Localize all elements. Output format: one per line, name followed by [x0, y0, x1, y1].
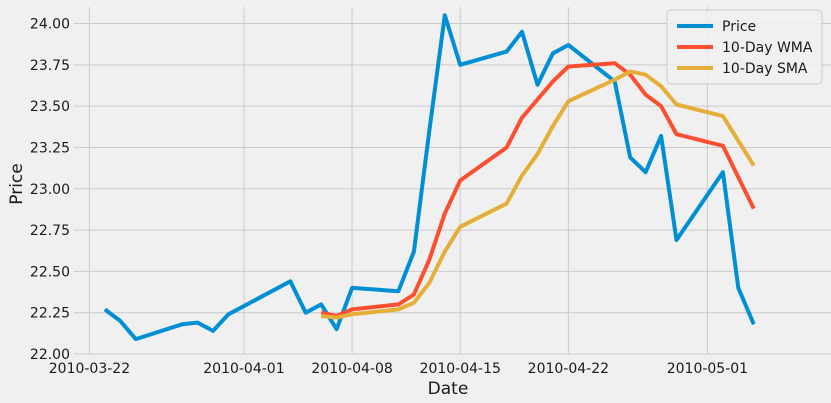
- legend-label-sma: 10-Day SMA: [722, 61, 808, 77]
- grid: [74, 7, 831, 355]
- y-axis-label: Price: [7, 163, 27, 204]
- series-lines: [103, 13, 756, 342]
- y-tick-label: 22.00: [30, 347, 70, 363]
- y-tick-label: 23.25: [30, 140, 70, 156]
- tick-labels: 22.00 22.25 22.50 22.75 23.00 23.25 23.50 23.75…: [30, 17, 748, 377]
- y-tick-label: 22.25: [30, 306, 70, 322]
- y-tick-label: 23.50: [30, 99, 70, 115]
- x-axis-label: Date: [428, 379, 469, 399]
- legend-label-wma: 10-Day WMA: [722, 40, 813, 56]
- x-tick-label: 2010-04-15: [420, 361, 501, 377]
- legend-box: [666, 9, 823, 85]
- y-tick-label: 23.75: [30, 58, 70, 74]
- legend: Price 10-Day WMA 10-Day SMA: [666, 9, 823, 85]
- y-tick-label: 22.75: [30, 223, 70, 239]
- y-tick-label: 22.50: [30, 264, 70, 280]
- x-tick-label: 2010-04-22: [528, 361, 609, 377]
- x-tick-label: 2010-03-22: [49, 361, 130, 377]
- series-line-price: [103, 13, 756, 342]
- series-line-10-day-sma: [320, 69, 756, 320]
- y-tick-label: 24.00: [30, 17, 70, 33]
- y-tick-label: 23.00: [30, 182, 70, 198]
- legend-label-price: Price: [722, 19, 756, 35]
- x-tick-label: 2010-05-01: [667, 361, 748, 377]
- series-line-10-day-wma: [320, 61, 756, 318]
- x-tick-label: 2010-04-08: [311, 361, 392, 377]
- x-tick-label: 2010-04-01: [203, 361, 284, 377]
